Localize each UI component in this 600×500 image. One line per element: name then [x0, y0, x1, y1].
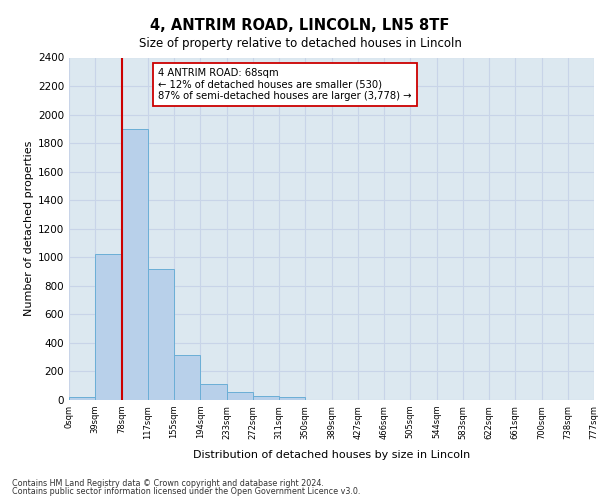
- Bar: [174, 355, 200, 400]
- Bar: [95, 254, 121, 400]
- Bar: [227, 392, 253, 400]
- Bar: [279, 397, 305, 400]
- X-axis label: Distribution of detached houses by size in Lincoln: Distribution of detached houses by size …: [193, 450, 470, 460]
- Y-axis label: Number of detached properties: Number of detached properties: [24, 141, 34, 316]
- Bar: [148, 268, 174, 400]
- Bar: [200, 384, 227, 400]
- Text: Contains HM Land Registry data © Crown copyright and database right 2024.: Contains HM Land Registry data © Crown c…: [12, 478, 324, 488]
- Text: Contains public sector information licensed under the Open Government Licence v3: Contains public sector information licen…: [12, 487, 361, 496]
- Bar: [69, 397, 95, 400]
- Bar: [253, 396, 279, 400]
- Text: 4, ANTRIM ROAD, LINCOLN, LN5 8TF: 4, ANTRIM ROAD, LINCOLN, LN5 8TF: [151, 18, 449, 32]
- Text: Size of property relative to detached houses in Lincoln: Size of property relative to detached ho…: [139, 38, 461, 51]
- Text: 4 ANTRIM ROAD: 68sqm
← 12% of detached houses are smaller (530)
87% of semi-deta: 4 ANTRIM ROAD: 68sqm ← 12% of detached h…: [158, 68, 412, 101]
- Bar: [121, 129, 148, 400]
